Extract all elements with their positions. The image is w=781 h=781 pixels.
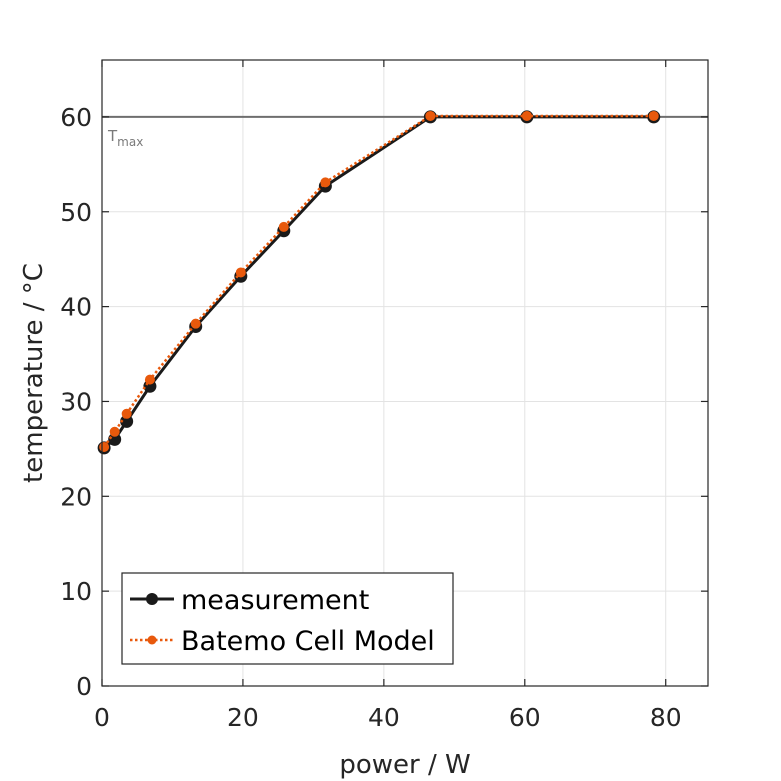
data-point xyxy=(109,426,120,437)
data-point xyxy=(648,110,659,121)
x-axis-label: power / W xyxy=(339,750,470,780)
data-point xyxy=(99,441,110,452)
x-tick-label: 40 xyxy=(368,703,400,732)
data-point xyxy=(320,177,331,188)
y-tick-label: 60 xyxy=(60,103,92,132)
legend: measurement Batemo Cell Model xyxy=(121,572,454,665)
y-tick-label: 20 xyxy=(60,482,92,511)
x-tick-label: 60 xyxy=(509,703,541,732)
y-tick-label: 0 xyxy=(76,672,92,701)
legend-label: Batemo Cell Model xyxy=(181,626,435,657)
y-tick-label: 40 xyxy=(60,293,92,322)
tmax-label-main: T xyxy=(107,127,118,145)
data-point xyxy=(521,110,532,121)
axes: 0 20 40 60 80 0 10 20 30 40 50 60 power / W temperatu… xyxy=(19,59,709,780)
legend-marker xyxy=(147,635,157,645)
data-point xyxy=(190,318,201,329)
data-point xyxy=(144,374,155,385)
data-point xyxy=(235,267,246,278)
plot-frame xyxy=(101,59,709,687)
legend-label: measurement xyxy=(181,585,369,616)
legend-box xyxy=(121,572,454,665)
tmax-label: Tmax xyxy=(107,127,143,149)
tmax-label-subscript: max xyxy=(117,135,143,149)
x-tick-label: 20 xyxy=(227,703,259,732)
legend-entry-measurement: measurement xyxy=(130,585,369,616)
y-tick-label: 10 xyxy=(60,577,92,606)
x-tick-label: 0 xyxy=(94,703,110,732)
y-axis-label: temperature / °C xyxy=(19,263,49,483)
y-tick-label: 50 xyxy=(60,198,92,227)
grid xyxy=(101,60,708,687)
data-point xyxy=(278,221,289,232)
y-tick-label: 30 xyxy=(60,387,92,416)
series-group xyxy=(97,110,661,455)
legend-marker xyxy=(146,593,158,605)
legend-entry-batemo-cell-model: Batemo Cell Model xyxy=(130,626,435,657)
series-batemo-cell-model xyxy=(99,110,659,452)
data-point xyxy=(425,110,436,121)
data-point xyxy=(121,408,132,419)
x-tick-label: 80 xyxy=(650,703,682,732)
